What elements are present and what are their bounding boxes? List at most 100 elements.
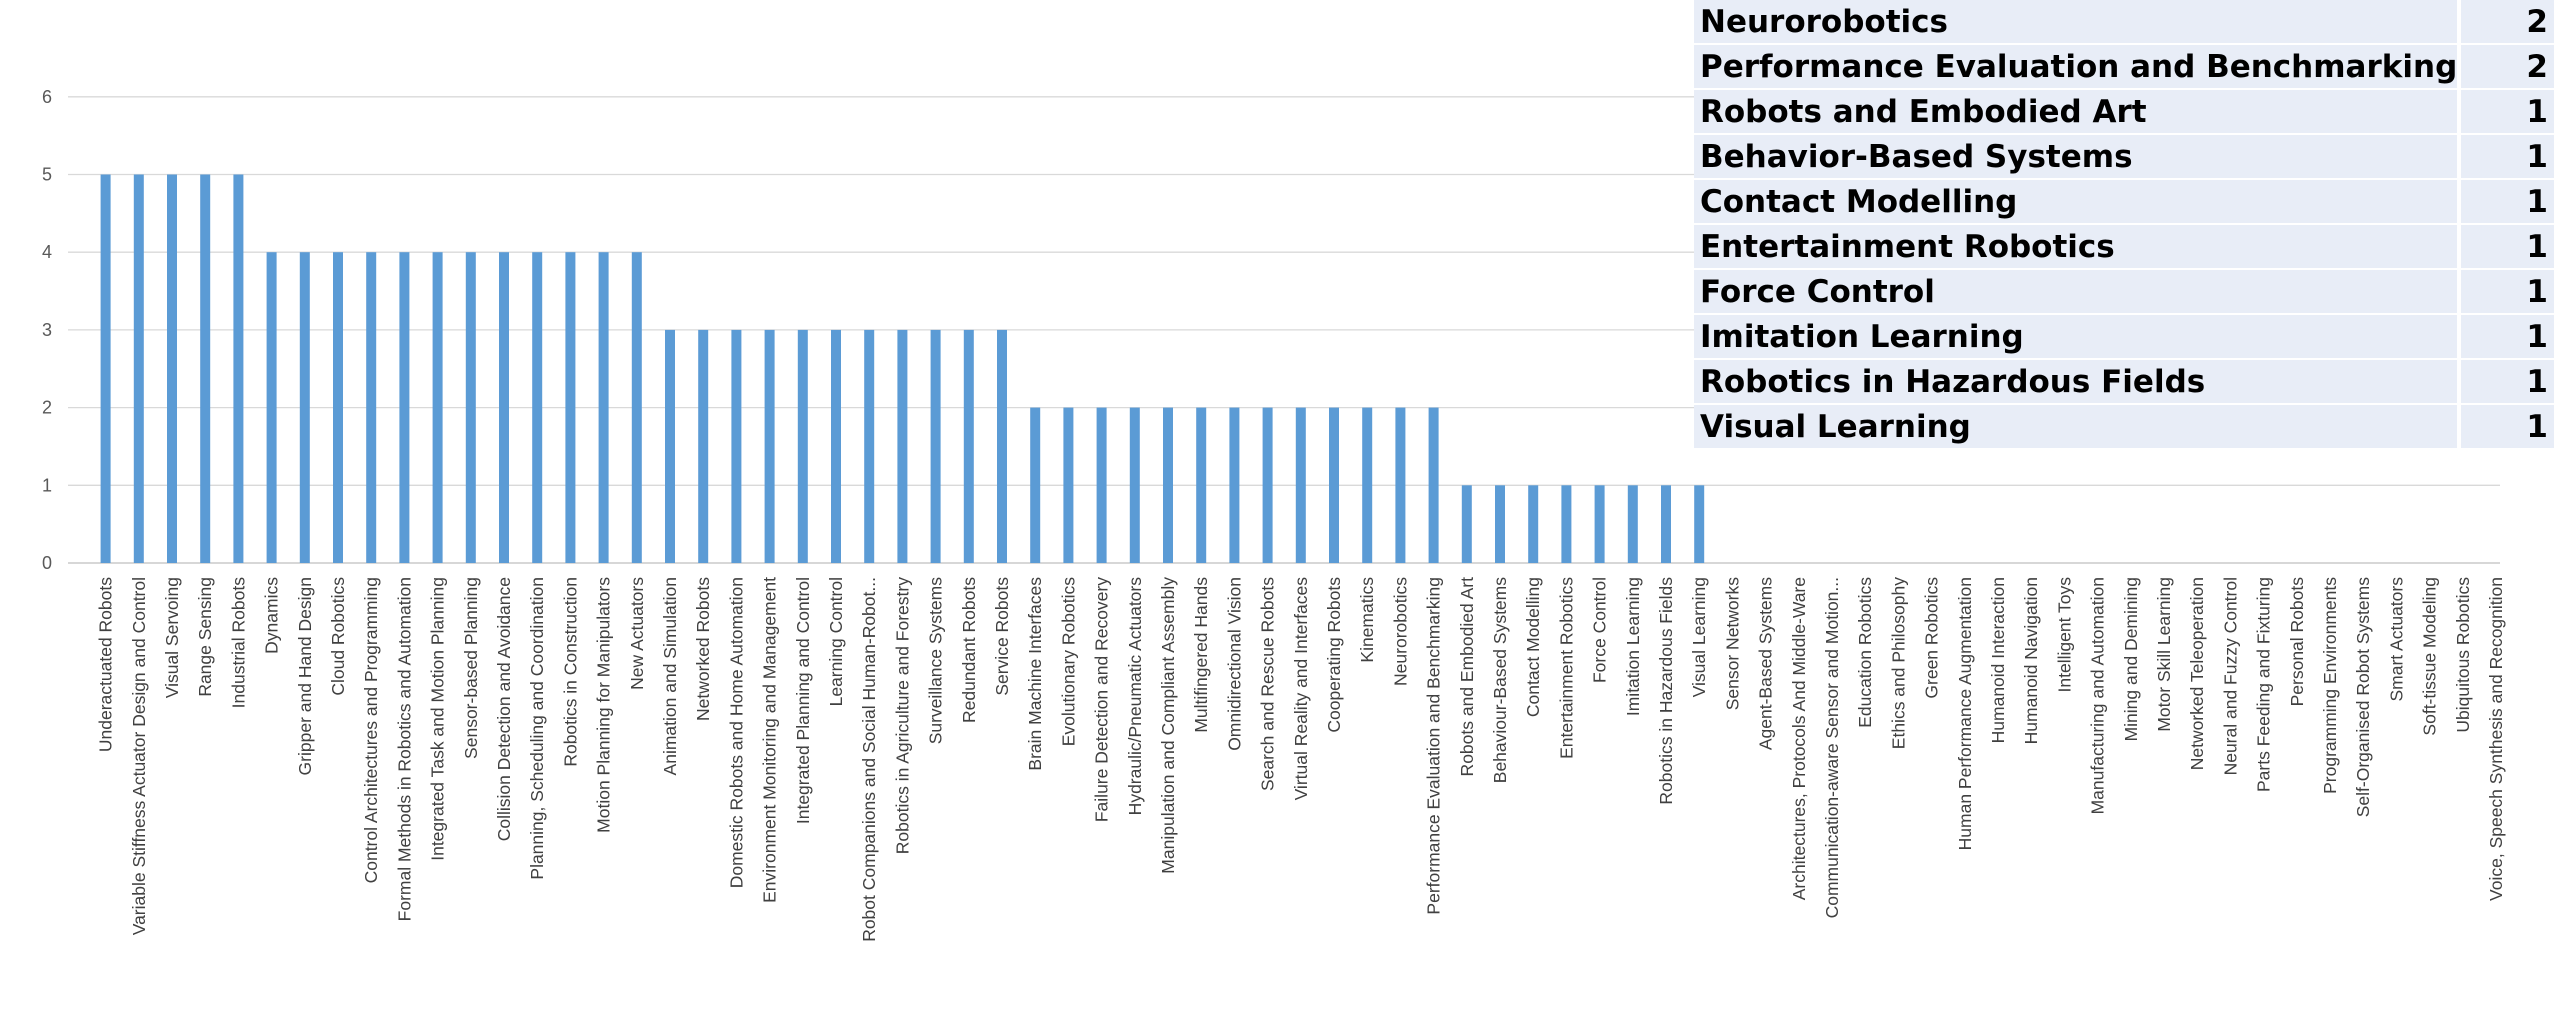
bar bbox=[1096, 407, 1107, 563]
x-tick-label: Control Architectures and Programming bbox=[361, 577, 381, 883]
table-cell-count: 1 bbox=[2457, 270, 2554, 315]
table-cell-topic: Visual Learning bbox=[1694, 405, 2458, 450]
bar bbox=[1295, 407, 1306, 563]
x-tick-label: Robotics in Agriculture and Forestry bbox=[892, 577, 912, 854]
bar bbox=[266, 252, 277, 563]
x-tick-label: Omnidirectional Vision bbox=[1224, 577, 1244, 751]
x-tick-label: Soft-tissue Modeling bbox=[2420, 577, 2440, 736]
x-tick-label: Redundant Robots bbox=[959, 577, 979, 723]
bar bbox=[499, 252, 509, 563]
bar bbox=[1362, 407, 1373, 563]
table-row: Robotics in Hazardous Fields 1 bbox=[1694, 360, 2554, 405]
table-row: Contact Modelling 1 bbox=[1694, 180, 2554, 225]
x-tick-label: Humanoid Navigation bbox=[2021, 577, 2041, 744]
table-row: Force Control 1 bbox=[1694, 270, 2554, 315]
bar bbox=[897, 329, 908, 563]
bar bbox=[1329, 407, 1339, 563]
x-tick-label: Architectures, Protocols And Middle-Ware bbox=[1789, 577, 1809, 900]
x-tick-label: Ethics and Philosophy bbox=[1888, 577, 1908, 749]
table-row: Entertainment Robotics 1 bbox=[1694, 225, 2554, 270]
x-tick-label: Kinematics bbox=[1357, 577, 1377, 663]
x-tick-label: Parts Feeding and Fixturing bbox=[2254, 577, 2274, 792]
x-axis-labels: Underactuated Robots Variable Stiffness A… bbox=[96, 577, 2506, 942]
x-tick-label: Variable Stiffness Actuator Design and C… bbox=[129, 577, 149, 935]
bar bbox=[997, 329, 1007, 563]
y-tick-label: 2 bbox=[42, 398, 52, 418]
table-cell-count: 1 bbox=[2457, 405, 2554, 450]
bar bbox=[133, 174, 144, 563]
table-cell-topic: Robots and Embodied Art bbox=[1694, 90, 2458, 135]
bar bbox=[200, 174, 211, 563]
table-cell-count: 1 bbox=[2457, 315, 2554, 360]
table-cell-topic: Imitation Learning bbox=[1694, 315, 2458, 360]
x-tick-label: Personal Robots bbox=[2287, 577, 2307, 707]
table-cell-count: 2 bbox=[2457, 0, 2554, 45]
bar bbox=[1196, 407, 1207, 563]
bar bbox=[631, 252, 642, 563]
x-tick-label: Motor Skill Learning bbox=[2154, 577, 2174, 732]
bar bbox=[366, 252, 377, 563]
x-tick-label: Robot Companions and Social Human-Robot.… bbox=[859, 577, 879, 942]
bar bbox=[465, 252, 476, 563]
table-cell-topic: Behavior-Based Systems bbox=[1694, 135, 2458, 180]
x-tick-label: Virtual Reality and Interfaces bbox=[1291, 577, 1311, 801]
x-tick-label: Smart Actuators bbox=[2386, 577, 2406, 702]
bar bbox=[565, 252, 576, 563]
bar bbox=[1661, 485, 1671, 563]
table-cell-topic: Neurorobotics bbox=[1694, 0, 2458, 45]
x-tick-label: Behaviour-Based Systems bbox=[1490, 577, 1510, 783]
x-tick-label: Collision Detection and Avoidance bbox=[494, 577, 514, 841]
table-cell-count: 1 bbox=[2457, 360, 2554, 405]
x-tick-label: New Actuators bbox=[627, 577, 647, 690]
table-cell-count: 2 bbox=[2457, 45, 2554, 90]
x-tick-label: Range Sensing bbox=[195, 577, 215, 697]
x-tick-label: Programming Environments bbox=[2320, 577, 2340, 794]
x-tick-label: Contact Modelling bbox=[1523, 577, 1543, 717]
bar bbox=[333, 252, 343, 563]
bar bbox=[1129, 407, 1140, 563]
x-tick-label: Hydraulic/Pneumatic Actuators bbox=[1125, 577, 1145, 816]
summary-table: Neurorobotics 2 Performance Evaluation and… bbox=[1694, 0, 2554, 450]
x-tick-label: Communication-aware Sensor and Motion... bbox=[1822, 577, 1842, 918]
x-tick-label: Networked Robots bbox=[693, 577, 713, 721]
x-tick-label: Integrated Planning and Control bbox=[793, 577, 813, 824]
table-row: Imitation Learning 1 bbox=[1694, 315, 2554, 360]
x-tick-label: Surveillance Systems bbox=[926, 577, 946, 745]
bar bbox=[1461, 485, 1472, 563]
x-tick-label: Learning Control bbox=[826, 577, 846, 706]
x-tick-label: Motion Planning for Manipulators bbox=[594, 577, 614, 833]
bar bbox=[167, 174, 177, 563]
x-tick-label: Formal Methods in Robotics and Automatio… bbox=[394, 577, 414, 921]
table-cell-count: 1 bbox=[2457, 180, 2554, 225]
bar bbox=[100, 174, 111, 563]
bar bbox=[864, 329, 875, 563]
x-tick-label: Underactuated Robots bbox=[96, 577, 116, 752]
x-tick-label: Brain Machine Interfaces bbox=[1025, 577, 1045, 771]
bar bbox=[399, 252, 410, 563]
x-tick-label: Dynamics bbox=[262, 577, 282, 654]
x-tick-label: Visual Learning bbox=[1689, 577, 1709, 697]
table-cell-topic: Force Control bbox=[1694, 270, 2458, 315]
table-cell-topic: Entertainment Robotics bbox=[1694, 225, 2458, 270]
bar bbox=[1063, 407, 1074, 563]
table-cell-count: 1 bbox=[2457, 135, 2554, 180]
y-tick-label: 0 bbox=[42, 553, 52, 573]
bar bbox=[532, 252, 543, 563]
table-row: Performance Evaluation and Benchmarking 2 bbox=[1694, 45, 2554, 90]
x-tick-label: Human Performance Augmentation bbox=[1955, 577, 1975, 850]
bar bbox=[1561, 485, 1572, 563]
y-axis-ticks: 0 1 2 3 4 5 6 bbox=[42, 87, 52, 573]
x-tick-label: Green Robotics bbox=[1922, 577, 1942, 699]
bar bbox=[1528, 485, 1539, 563]
x-tick-label: Performance Evaluation and Benchmarking bbox=[1424, 577, 1444, 915]
x-tick-label: Service Robots bbox=[992, 577, 1012, 696]
bar bbox=[831, 329, 841, 563]
bar bbox=[1627, 485, 1638, 563]
x-tick-label: Imitation Learning bbox=[1623, 577, 1643, 716]
x-tick-label: Mining and Demining bbox=[2121, 577, 2141, 741]
bar bbox=[432, 252, 443, 563]
bar bbox=[1395, 407, 1406, 563]
x-tick-label: Manipulation and Compliant Assembly bbox=[1158, 577, 1178, 874]
bar bbox=[731, 329, 742, 563]
